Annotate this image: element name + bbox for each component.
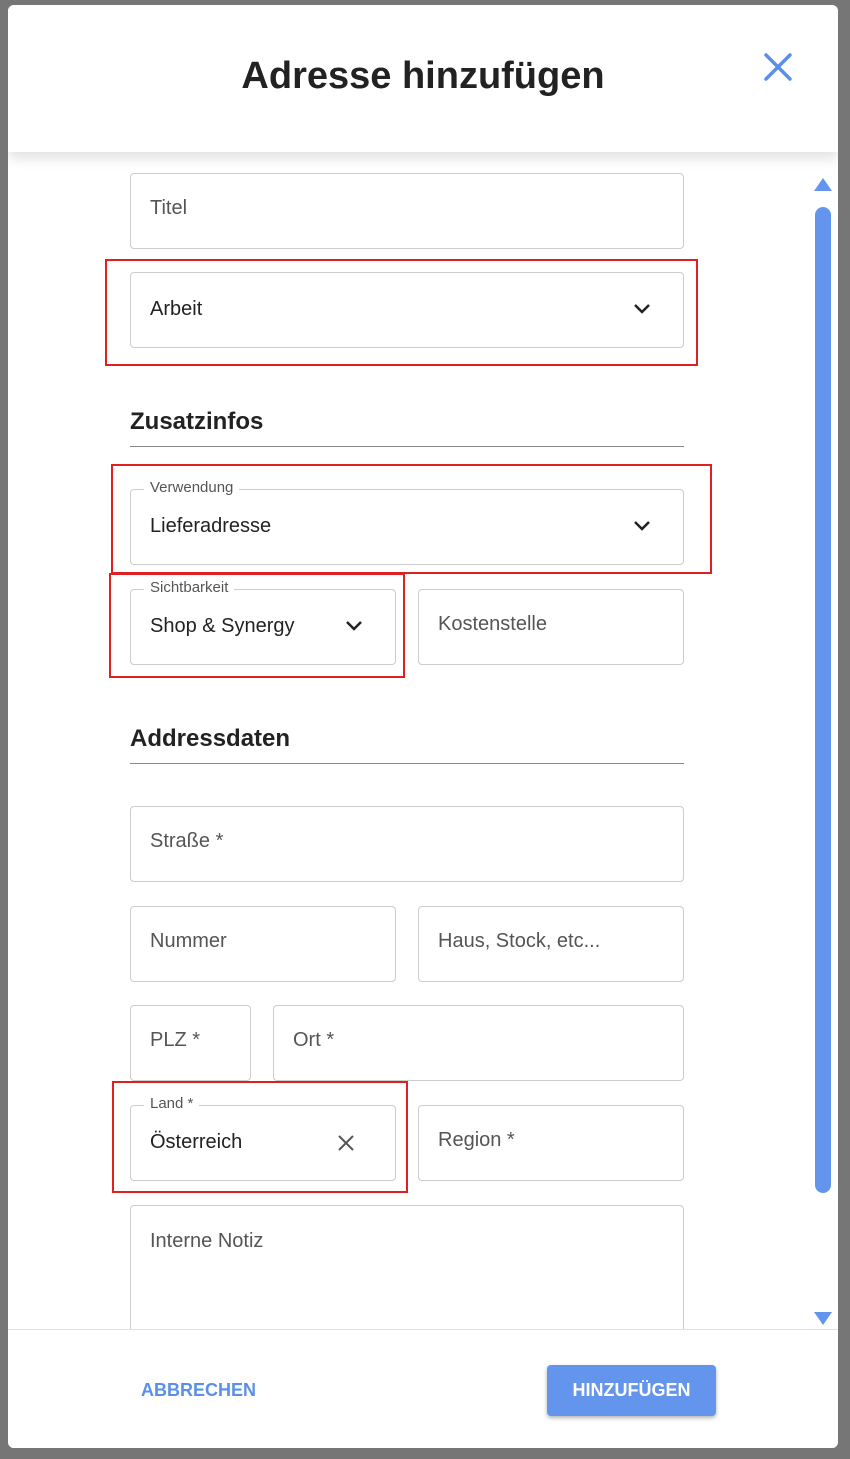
strasse-placeholder: Straße * xyxy=(150,830,224,852)
nummer-placeholder: Nummer xyxy=(150,930,227,952)
scroll-up-arrow[interactable] xyxy=(814,178,832,191)
sichtbarkeit-value: Shop & Synergy xyxy=(150,615,295,637)
kostenstelle-input[interactable]: Kostenstelle xyxy=(418,589,684,665)
land-label: Land * xyxy=(144,1095,200,1112)
titel-placeholder: Titel xyxy=(150,197,188,219)
nummer-input[interactable]: Nummer xyxy=(130,906,396,982)
land-value: Österreich xyxy=(150,1131,243,1153)
strasse-input[interactable]: Straße * xyxy=(130,806,684,882)
chevron-down-icon xyxy=(346,621,362,631)
verwendung-value: Lieferadresse xyxy=(150,515,272,537)
notiz-textarea[interactable]: Interne Notiz xyxy=(130,1205,684,1329)
sichtbarkeit-select[interactable]: Sichtbarkeit Shop & Synergy xyxy=(130,579,396,665)
verwendung-select[interactable]: Verwendung Lieferadresse xyxy=(130,479,684,565)
highlight-box xyxy=(112,1081,408,1193)
ort-input[interactable]: Ort * xyxy=(273,1005,684,1081)
land-select[interactable]: Land * Österreich xyxy=(130,1095,396,1181)
clear-icon[interactable] xyxy=(337,1134,355,1152)
verwendung-label: Verwendung xyxy=(144,479,240,496)
section-addressdaten: Addressdaten xyxy=(130,725,684,764)
add-button[interactable]: HINZUFÜGEN xyxy=(547,1365,716,1416)
dialog-title: Adresse hinzufügen xyxy=(241,55,605,97)
add-address-dialog: Adresse hinzufügen Titel Arbeit Zusatzin… xyxy=(8,5,838,1448)
region-placeholder: Region * xyxy=(438,1129,515,1151)
zusatz-placeholder: Haus, Stock, etc... xyxy=(438,930,601,952)
dialog-body: Titel Arbeit Zusatzinfos Verwendung Liefe… xyxy=(8,152,838,1329)
close-icon[interactable] xyxy=(760,49,796,85)
chevron-down-icon xyxy=(634,521,650,531)
plz-placeholder: PLZ * xyxy=(150,1029,201,1051)
address-type-select[interactable]: Arbeit xyxy=(130,272,684,348)
zusatz-input[interactable]: Haus, Stock, etc... xyxy=(418,906,684,982)
notiz-placeholder: Interne Notiz xyxy=(150,1230,264,1252)
scroll-down-arrow[interactable] xyxy=(814,1312,832,1325)
highlight-box xyxy=(105,259,698,366)
plz-input[interactable]: PLZ * xyxy=(130,1005,251,1081)
address-type-value: Arbeit xyxy=(150,298,203,320)
kostenstelle-placeholder: Kostenstelle xyxy=(438,613,547,635)
titel-input[interactable]: Titel xyxy=(130,173,684,249)
section-zusatzinfos: Zusatzinfos xyxy=(130,408,684,447)
cancel-button[interactable]: ABBRECHEN xyxy=(141,1380,257,1400)
chevron-down-icon xyxy=(634,304,650,314)
region-input[interactable]: Region * xyxy=(418,1105,684,1181)
dialog-footer: ABBRECHEN HINZUFÜGEN xyxy=(8,1329,838,1448)
highlight-box xyxy=(111,464,712,574)
sichtbarkeit-label: Sichtbarkeit xyxy=(144,579,235,596)
scrollbar-thumb[interactable] xyxy=(815,207,831,1193)
highlight-box xyxy=(109,573,405,678)
dialog-header: Adresse hinzufügen xyxy=(8,5,838,152)
ort-placeholder: Ort * xyxy=(293,1029,335,1051)
